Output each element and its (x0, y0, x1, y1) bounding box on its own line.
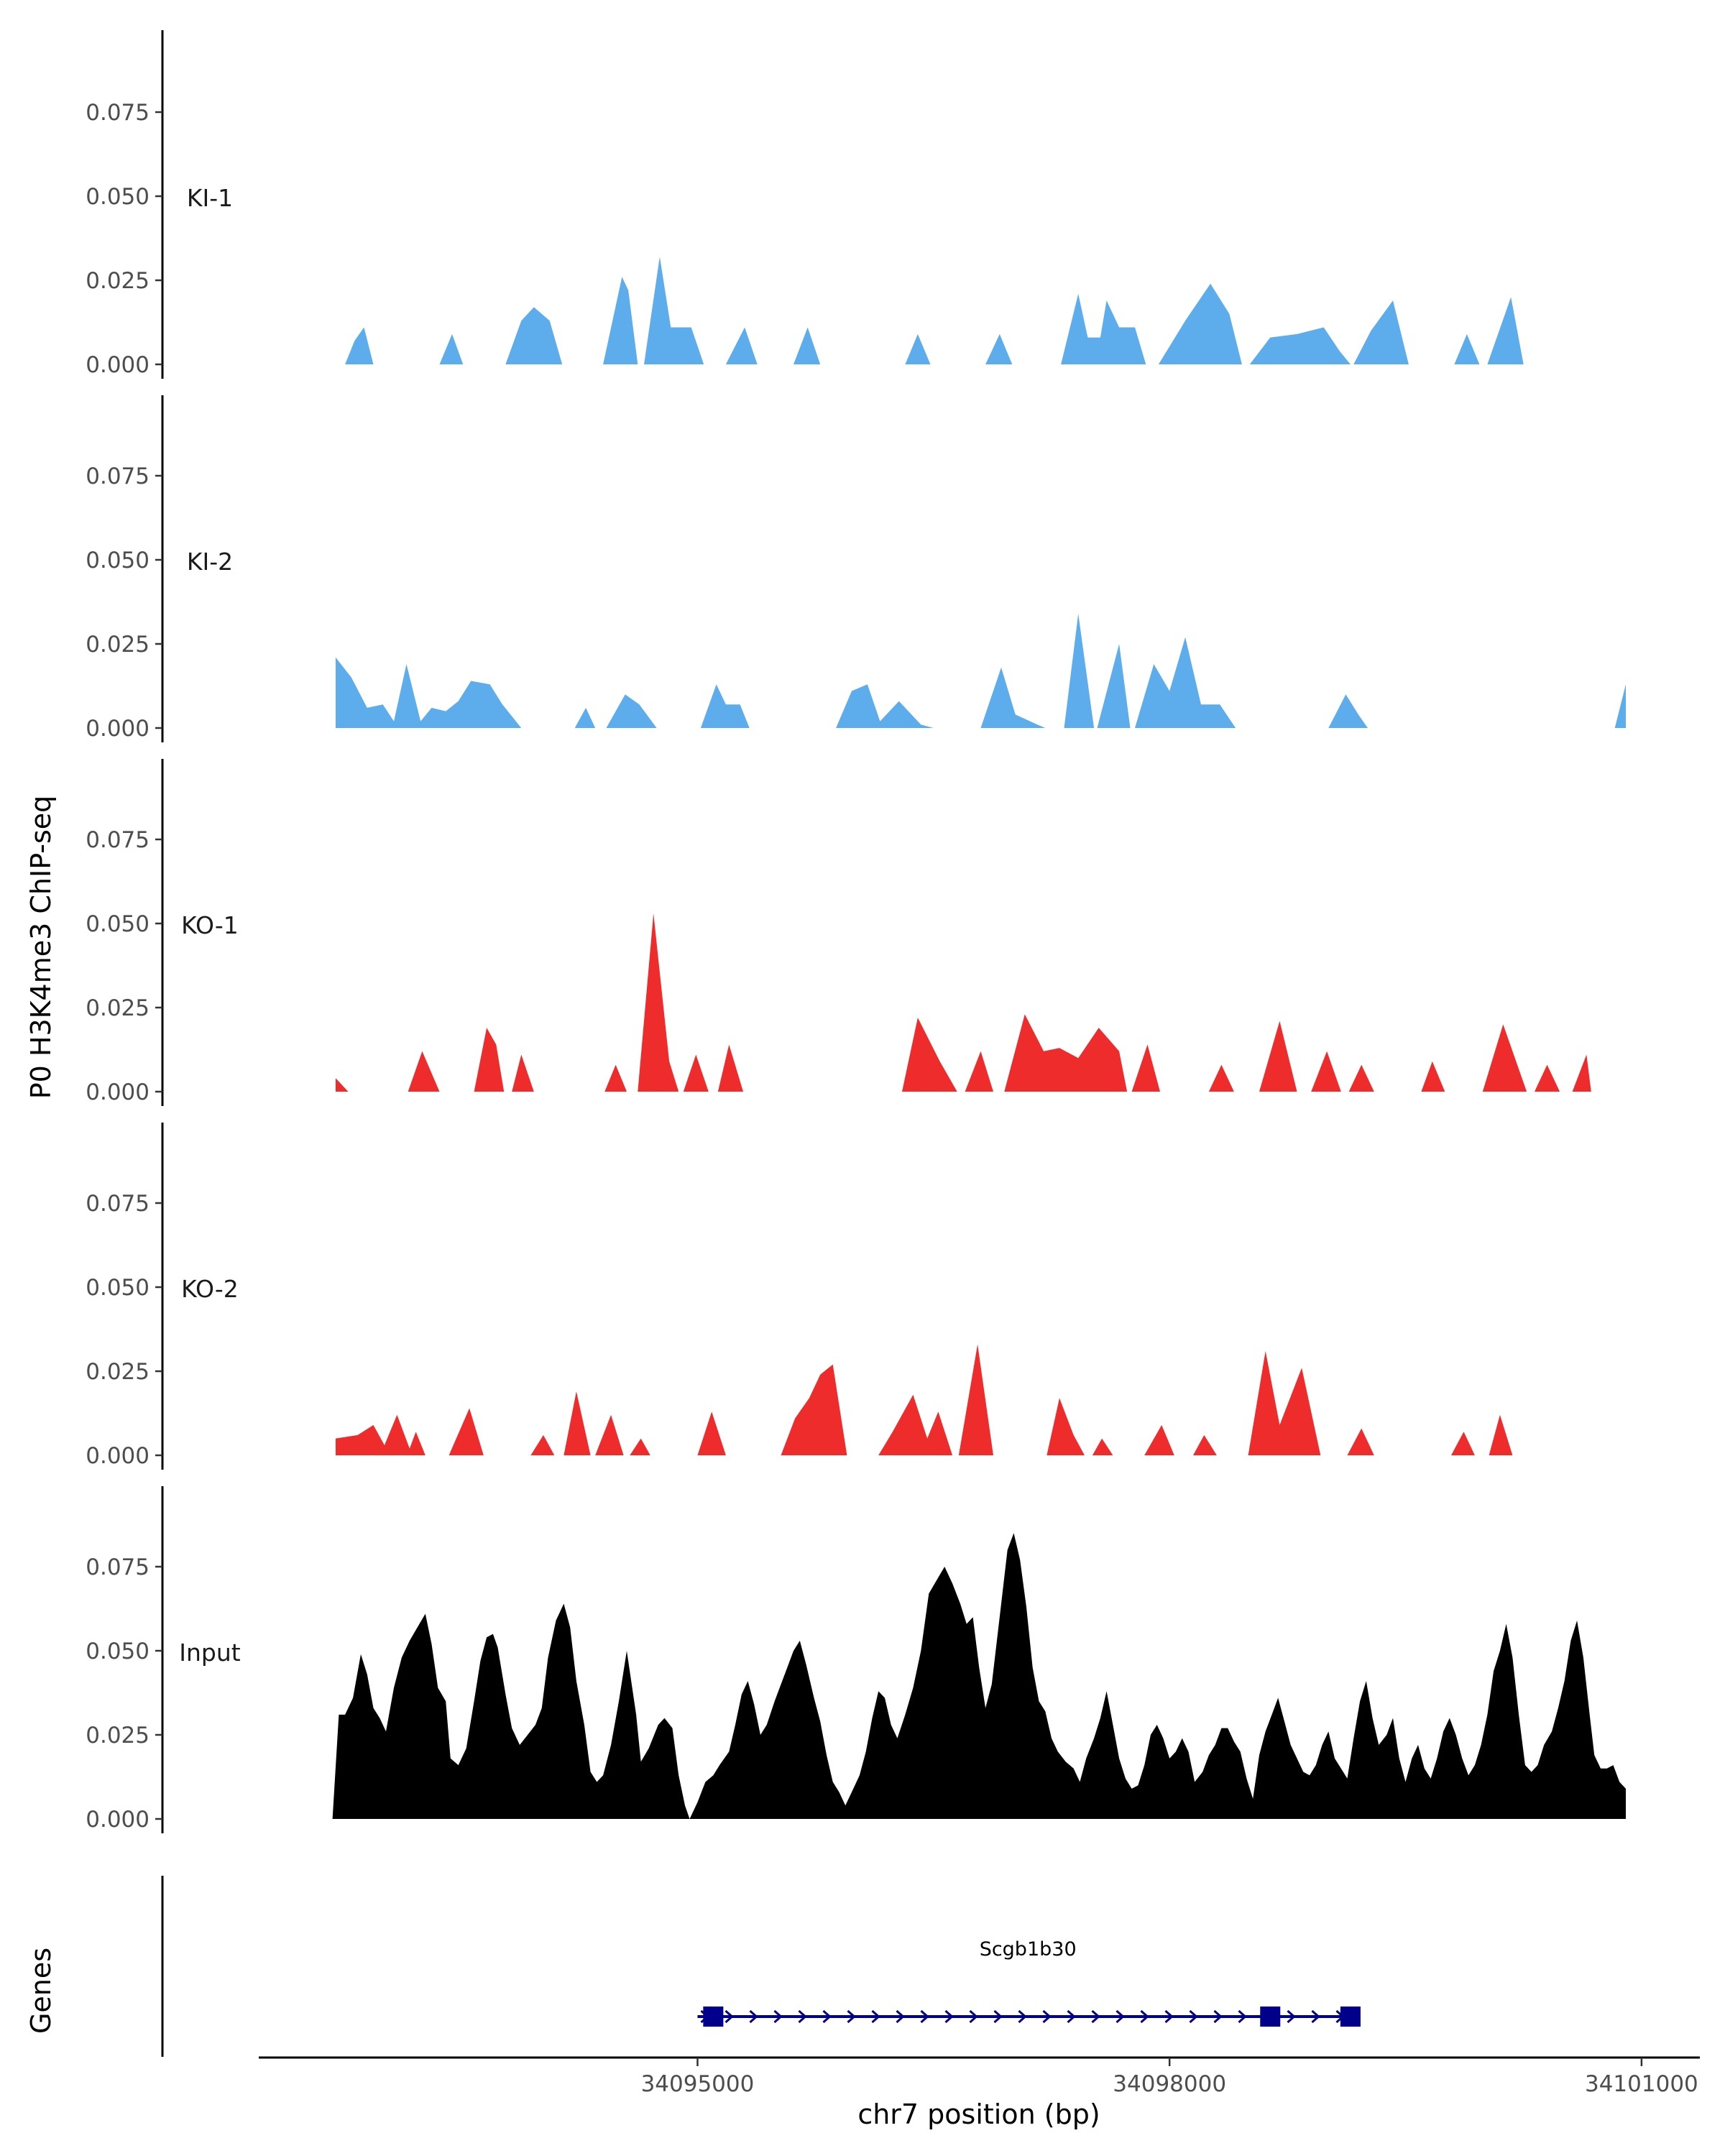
signal-tracks: 0.0000.0250.0500.075KI-10.0000.0250.0500… (86, 30, 1627, 1833)
track-label: KO-1 (181, 911, 239, 939)
strand-arrow (1091, 2009, 1100, 2024)
y-tick-label: 0.025 (86, 268, 150, 294)
y-tick-label: 0.000 (86, 1443, 150, 1469)
signal-area (336, 913, 1591, 1092)
strand-arrow (969, 2009, 978, 2024)
strand-arrow (1287, 2009, 1296, 2024)
strand-arrow (773, 2009, 783, 2024)
gene-scgb1b30: Scgb1b30 (697, 1938, 1361, 2027)
genes-panel-title: Genes (25, 1948, 57, 2034)
gene-label: Scgb1b30 (980, 1938, 1077, 1961)
y-tick-label: 0.000 (86, 716, 150, 742)
exon (1260, 2007, 1281, 2027)
strand-arrow (1311, 2009, 1320, 2024)
strand-arrow (847, 2009, 856, 2024)
y-tick-label: 0.025 (86, 995, 150, 1021)
strand-arrow (798, 2009, 807, 2024)
track-ko-1: 0.000 0.025 0.050 0.075 KO-1 (86, 759, 1591, 1106)
y-tick-label: 0.025 (86, 1723, 150, 1749)
strand-arrow (1189, 2009, 1198, 2024)
strand-arrow (1042, 2009, 1052, 2024)
strand-arrow (822, 2009, 832, 2024)
signal-area (332, 1533, 1627, 1819)
y-tick-label: 0.075 (86, 464, 150, 489)
strand-arrow (1116, 2009, 1125, 2024)
gene-panel: Scgb1b30 (161, 1876, 1361, 2057)
y-tick-label: 0.075 (86, 827, 150, 853)
y-tick-label: 0.050 (86, 1275, 150, 1301)
strand-arrow (1140, 2009, 1149, 2024)
x-tick-label: 34101000 (1585, 2071, 1698, 2097)
y-tick-label: 0.075 (86, 1191, 150, 1217)
track-label: Input (179, 1639, 241, 1667)
track-label: KI-1 (187, 184, 233, 212)
strand-arrow (1018, 2009, 1027, 2024)
y-tick-label: 0.075 (86, 1554, 150, 1580)
exon (703, 2007, 724, 2027)
strand-arrow (944, 2009, 954, 2024)
track-ko-2: 0.000 0.025 0.050 0.075 KO-2 (86, 1123, 1513, 1470)
y-tick-label: 0.000 (86, 1079, 150, 1105)
strand-arrow (871, 2009, 880, 2024)
y-tick-label: 0.050 (86, 548, 150, 573)
y-tick-label: 0.025 (86, 632, 150, 658)
strand-arrow (1238, 2009, 1247, 2024)
strand-arrow (1164, 2009, 1174, 2024)
y-tick-label: 0.050 (86, 911, 150, 937)
y-axis-title: P0 H3K4me3 ChIP-seq (25, 796, 57, 1100)
signal-area (336, 613, 1626, 728)
signal-area (345, 257, 1524, 364)
track-ki-1: 0.000 0.025 0.050 0.075 KI-1 (86, 30, 1524, 379)
y-tick-label: 0.050 (86, 184, 150, 210)
exon (1340, 2007, 1361, 2027)
y-tick-label: 0.075 (86, 100, 150, 126)
y-tick-label: 0.000 (86, 352, 150, 378)
x-tick-label: 34098000 (1113, 2071, 1226, 2097)
strand-arrow (920, 2009, 929, 2024)
y-tick-label: 0.000 (86, 1807, 150, 1833)
track-label: KI-2 (187, 548, 233, 576)
signal-area (336, 1344, 1513, 1455)
track-ki-2: 0.000 0.025 0.050 0.075 KI-2 (86, 395, 1626, 742)
strand-arrow (896, 2009, 905, 2024)
y-tick-label: 0.025 (86, 1359, 150, 1385)
strand-arrow (993, 2009, 1003, 2024)
strand-arrow (1213, 2009, 1223, 2024)
x-tick-label: 34095000 (641, 2071, 755, 2097)
strand-arrow (724, 2009, 734, 2024)
x-axis: 34095000 34098000 34101000 (259, 2056, 1700, 2097)
strand-arrow (749, 2009, 758, 2024)
track-input: 0.000 0.025 0.050 0.075 Input (86, 1486, 1627, 1833)
y-tick-label: 0.050 (86, 1639, 150, 1664)
strand-arrow (1067, 2009, 1076, 2024)
x-axis-title: chr7 position (bp) (857, 2099, 1100, 2130)
track-label: KO-2 (181, 1275, 239, 1303)
